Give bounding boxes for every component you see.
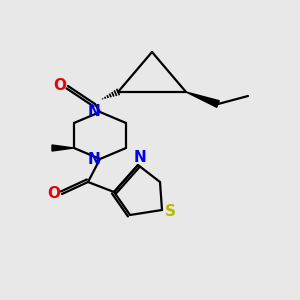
Text: O: O xyxy=(47,187,61,202)
Polygon shape xyxy=(52,145,74,151)
Polygon shape xyxy=(186,92,219,107)
Text: O: O xyxy=(53,79,67,94)
Text: S: S xyxy=(164,205,175,220)
Text: N: N xyxy=(134,149,146,164)
Text: N: N xyxy=(88,152,100,166)
Text: N: N xyxy=(88,104,100,119)
